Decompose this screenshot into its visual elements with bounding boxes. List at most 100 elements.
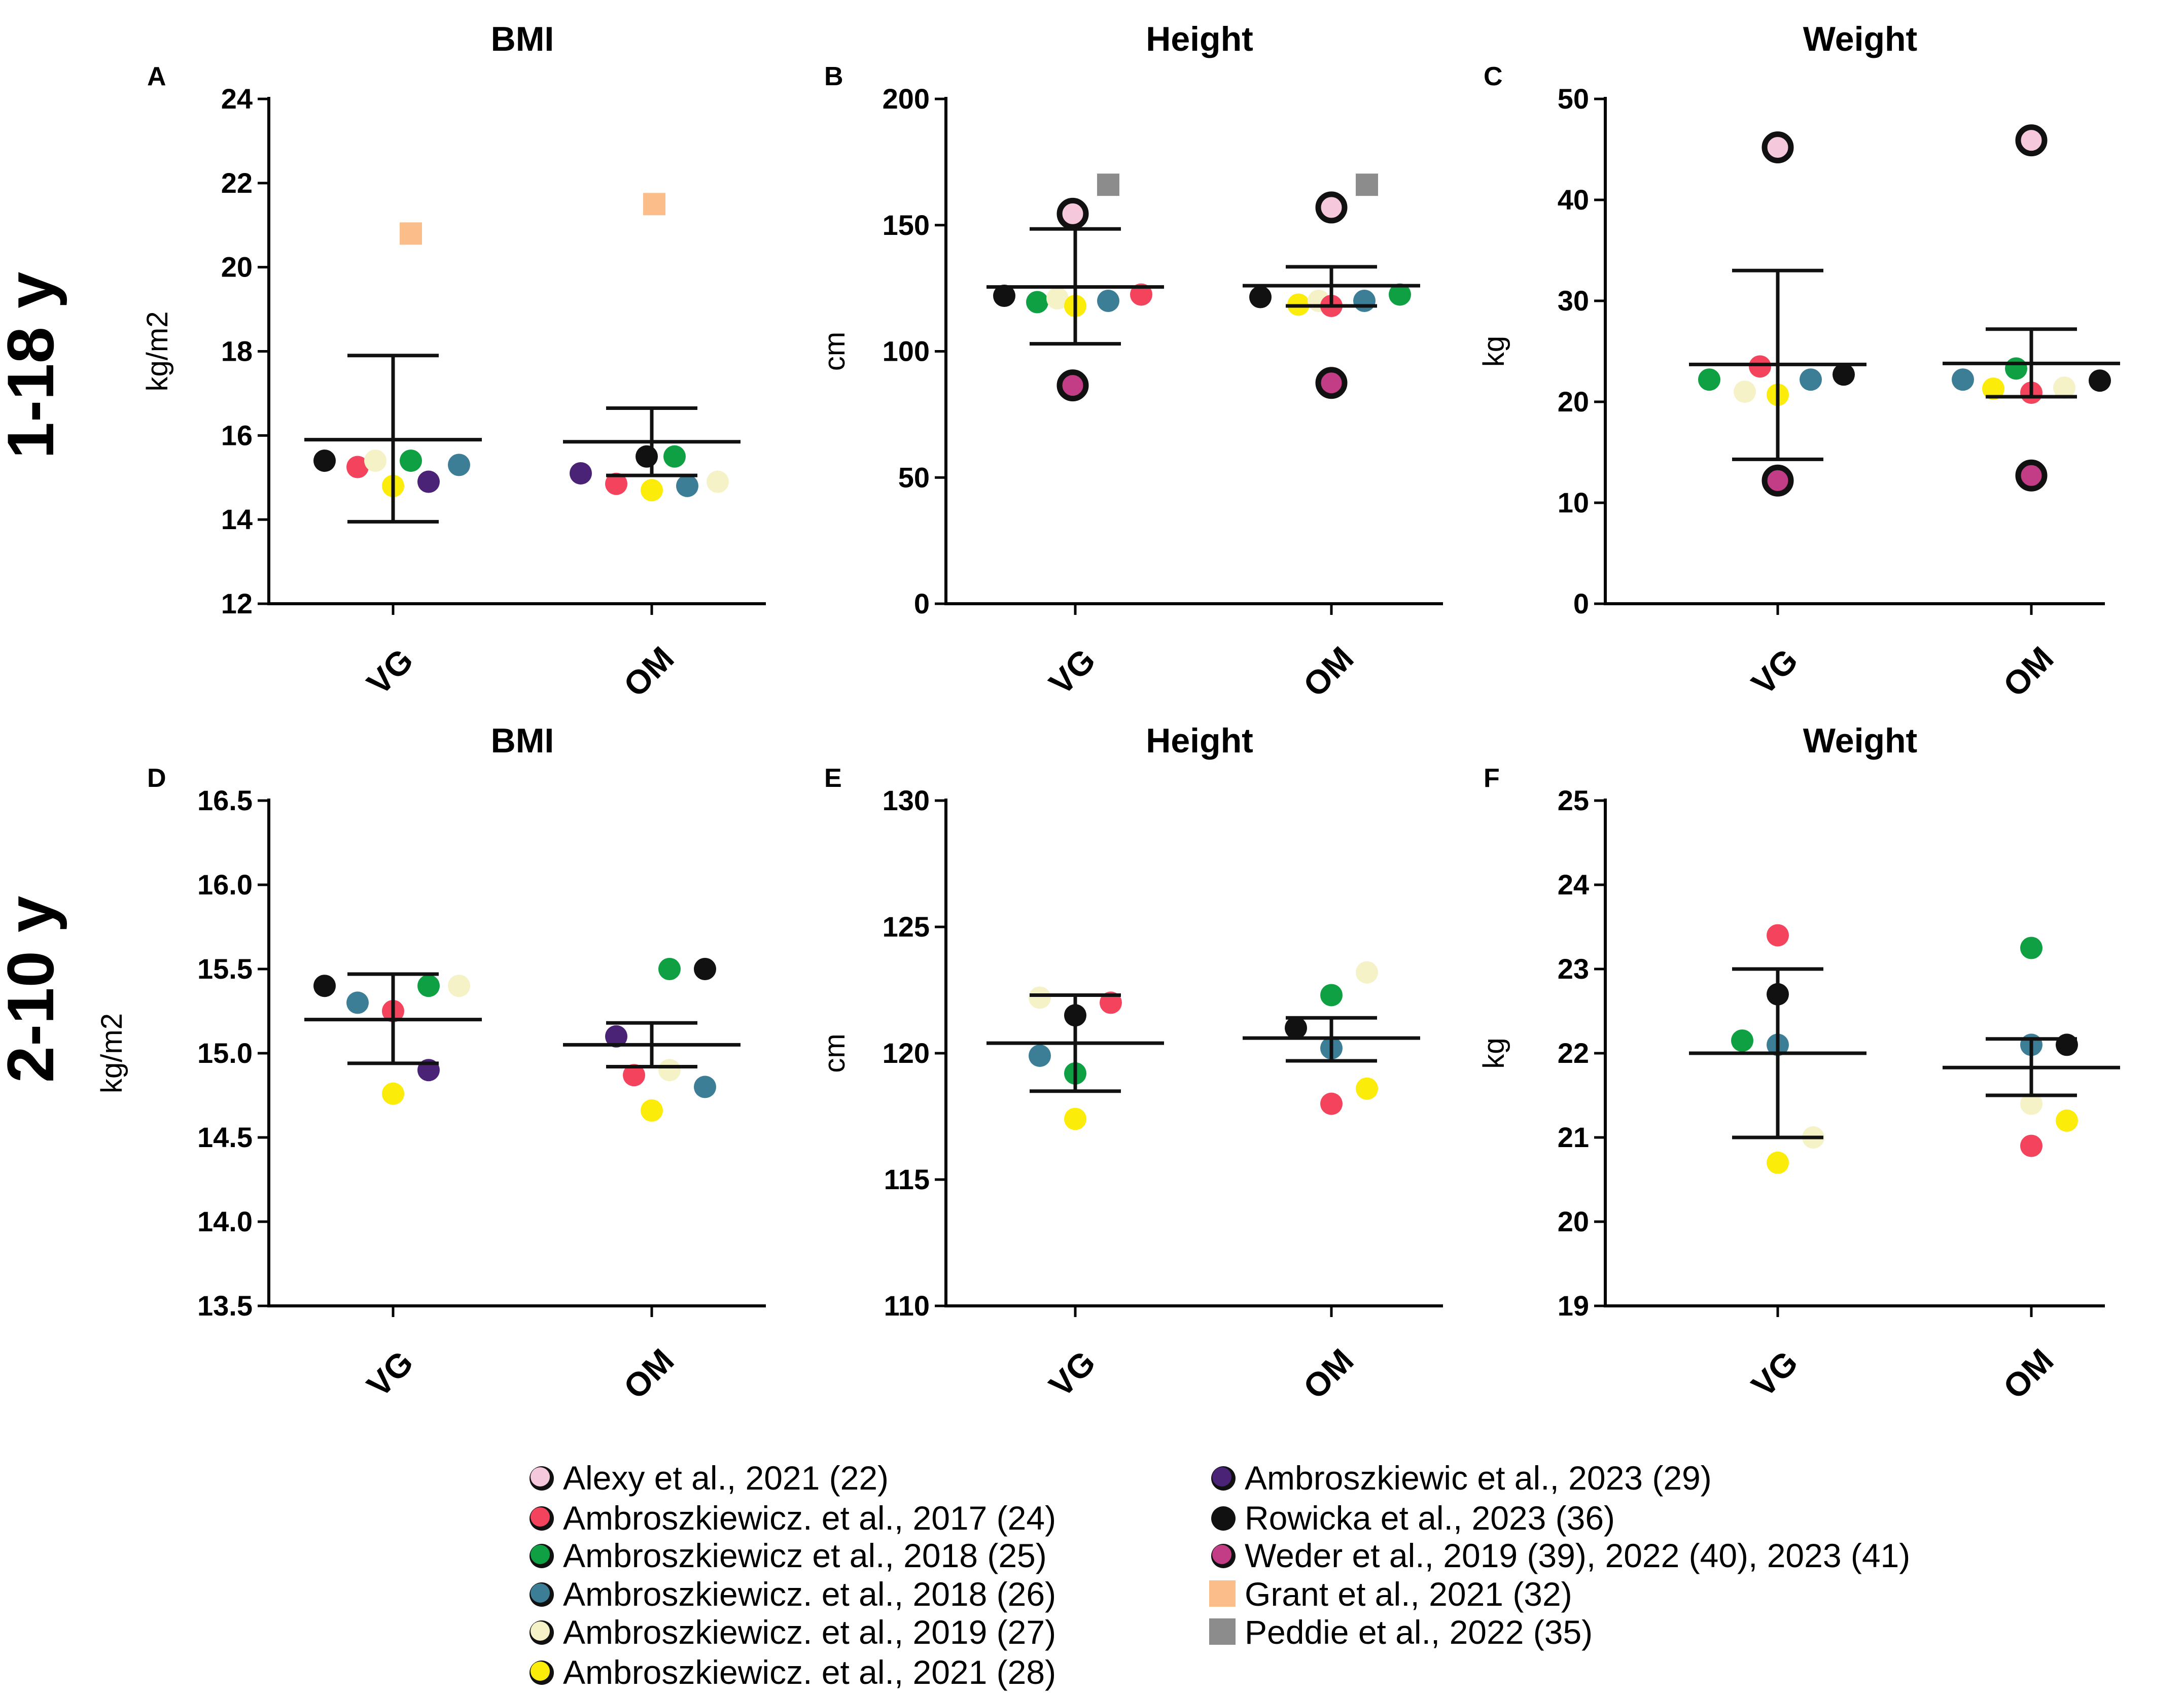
legend-item: Ambroszkiewicz. et al., 2021 (28) (530, 1653, 1056, 1691)
data-point (400, 450, 422, 472)
y-axis-label: cm (818, 332, 851, 371)
y-tick-label: 16.5 (197, 784, 253, 816)
legend: Alexy et al., 2021 (22)Ambroszkiewicz. e… (530, 1459, 1910, 1691)
data-point (448, 975, 470, 997)
data-point (1029, 1044, 1051, 1067)
data-point (2089, 369, 2111, 392)
y-tick-label: 50 (1558, 83, 1589, 115)
x-tick-label: VG (1744, 1343, 1805, 1404)
y-tick-label: 14 (221, 503, 253, 535)
legend-label: Peddie et al., 2022 (35) (1245, 1613, 1593, 1651)
y-tick-label: 20 (1558, 386, 1589, 418)
legend-label: Ambroszkiewicz. et al., 2021 (28) (563, 1653, 1056, 1691)
legend-marker-fill (1212, 1545, 1231, 1564)
legend-marker (1209, 1618, 1236, 1645)
data-point (623, 1064, 645, 1087)
data-point (417, 975, 440, 997)
data-point (658, 1059, 681, 1082)
data-point (641, 1099, 663, 1122)
legend-item: Rowicka et al., 2023 (36) (1211, 1499, 1615, 1537)
panel-label: E (824, 764, 842, 793)
legend-label: Rowicka et al., 2023 (36) (1245, 1499, 1615, 1537)
data-point (382, 1082, 404, 1105)
y-axis-label: kg (1477, 1038, 1510, 1068)
legend-marker-fill (1212, 1467, 1231, 1486)
y-tick-label: 14.0 (197, 1205, 253, 1237)
x-tick-label: VG (1042, 641, 1103, 702)
x-tick-label: VG (1042, 1343, 1103, 1404)
data-point (1698, 368, 1720, 391)
legend-label: Weder et al., 2019 (39), 2022 (40), 2023… (1245, 1537, 1910, 1574)
data-point (2053, 376, 2075, 399)
y-tick-label: 13.5 (197, 1290, 253, 1322)
legend-label: Ambroszkiewicz. et al., 2019 (27) (563, 1613, 1056, 1651)
legend-label: Ambroszkiewicz et al., 2018 (25) (563, 1537, 1047, 1574)
data-point (1356, 1077, 1378, 1100)
x-tick-label: OM (1996, 1341, 2061, 1406)
legend-marker (1209, 1580, 1236, 1607)
panel-label: B (824, 62, 843, 91)
data-point (1029, 986, 1051, 1009)
data-point (1285, 1017, 1307, 1040)
data-point (2056, 1109, 2078, 1132)
y-tick-label: 150 (883, 209, 930, 241)
panel-f: Weight Fkg 19 20 21 22 23 24 25 VG OM (1477, 721, 2120, 1406)
y-tick-label: 130 (883, 784, 930, 816)
data-point (1982, 377, 2004, 400)
data-point (313, 450, 336, 472)
panel-c: Weight Ckg 0 10 20 30 40 50 VG OM (1477, 20, 2120, 704)
legend-item: Weder et al., 2019 (39), 2022 (40), 2023… (1211, 1537, 1910, 1574)
data-point (2020, 1134, 2042, 1157)
y-tick-label: 120 (883, 1037, 930, 1069)
y-tick-label: 24 (221, 83, 253, 115)
data-point (1762, 131, 1794, 164)
y-tick-label: 22 (221, 167, 253, 199)
chart-title: Weight (1803, 721, 1917, 760)
data-point (605, 472, 627, 495)
data-point (694, 958, 716, 980)
data-point (417, 470, 440, 493)
legend-item: Ambroszkiewicz. et al., 2019 (27) (530, 1613, 1056, 1651)
legend-item: Peddie et al., 2022 (35) (1209, 1613, 1593, 1651)
legend-item: Ambroszkiewic et al., 2023 (29) (1211, 1459, 1712, 1497)
chart-title: Height (1146, 721, 1253, 760)
data-point (2056, 1033, 2078, 1056)
y-tick-label: 18 (221, 335, 253, 367)
data-point (694, 1076, 716, 1098)
x-tick-label: OM (1296, 639, 1361, 704)
x-tick-label: OM (616, 639, 681, 704)
y-tick-label: 20 (221, 251, 253, 283)
y-axis-label: kg/m2 (141, 312, 174, 392)
legend-label: Ambroszkiewicz. et al., 2018 (26) (563, 1575, 1056, 1613)
legend-label: Ambroszkiewicz. et al., 2017 (24) (563, 1499, 1056, 1537)
y-tick-label: 21 (1558, 1121, 1589, 1153)
y-tick-label: 115 (884, 1163, 930, 1195)
panel-label: F (1484, 764, 1500, 793)
y-tick-label: 15.0 (197, 1037, 253, 1069)
data-point (1315, 367, 1348, 399)
data-point (1731, 1029, 1753, 1052)
legend-marker-fill (531, 1507, 550, 1527)
data-point (570, 462, 592, 485)
legend-item: Ambroszkiewicz. et al., 2017 (24) (530, 1499, 1056, 1537)
data-point (400, 222, 422, 245)
data-point (605, 1025, 627, 1048)
data-point (2020, 1092, 2042, 1115)
chart-title: Height (1146, 20, 1253, 58)
panel-label: D (147, 764, 166, 793)
data-point (1097, 174, 1119, 196)
data-point (993, 285, 1015, 307)
panel-e: Height Ecm 110 115 120 125 130 VG OM (818, 721, 1443, 1406)
y-tick-label: 10 (1558, 487, 1589, 518)
data-point (1353, 290, 1376, 312)
chart-title: BMI (491, 721, 554, 760)
y-tick-label: 40 (1558, 184, 1589, 216)
data-point (1130, 283, 1152, 306)
data-point (1320, 984, 1343, 1007)
data-point (636, 445, 658, 468)
chart-title: Weight (1803, 20, 1917, 58)
data-point (1315, 191, 1348, 224)
data-point (1056, 197, 1089, 230)
data-point (1356, 174, 1378, 196)
